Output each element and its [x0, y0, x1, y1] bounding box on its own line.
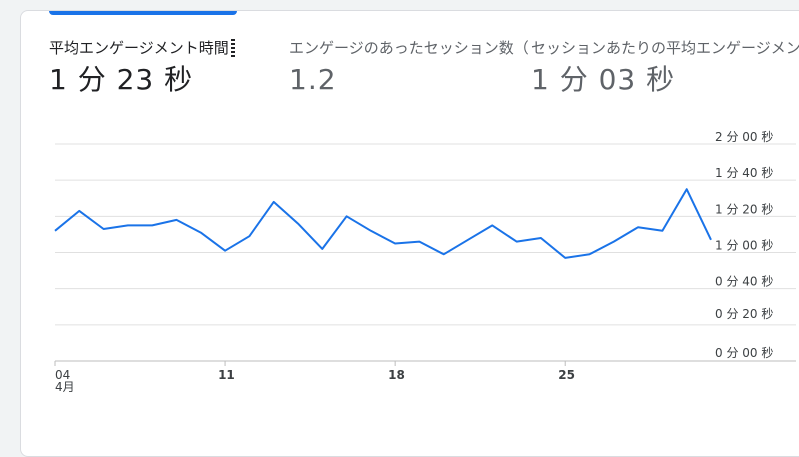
info-icon[interactable] — [230, 39, 235, 57]
y-tick-label: 0 分 20 秒 — [715, 307, 773, 321]
metric-engaged-sessions-per-user[interactable]: エンゲージのあったセッション数（1ユーザーあたり） 1.2 — [289, 39, 529, 97]
metric-label: 平均エンゲージメント時間 — [49, 39, 229, 57]
metric-avg-engagement-time[interactable]: 平均エンゲージメント時間 1 分 23 秒 — [49, 39, 235, 97]
metric-value: 1 分 03 秒 — [531, 63, 676, 96]
y-tick-label: 1 分 00 秒 — [715, 239, 773, 253]
x-tick-label: 11 — [218, 368, 235, 382]
engagement-card: 平均エンゲージメント時間 1 分 23 秒 エンゲージのあったセッション数（1ユ… — [20, 10, 799, 457]
active-tab-indicator — [49, 11, 237, 15]
metric-value: 1 分 23 秒 — [49, 63, 194, 96]
x-tick-sublabel: 4月 — [55, 380, 75, 394]
y-tick-label: 1 分 40 秒 — [715, 166, 773, 180]
metric-label: エンゲージのあったセッション数（1ユーザーあたり） — [289, 39, 529, 57]
x-tick-label: 04 — [55, 368, 70, 382]
series-line — [54, 188, 712, 259]
x-tick-label: 18 — [388, 368, 405, 382]
metric-avg-engagement-per-session[interactable]: セッションあたりの平均エンゲージメン 1 分 03 秒 — [531, 39, 799, 97]
y-tick-label: 0 分 40 秒 — [715, 275, 773, 289]
metric-label: セッションあたりの平均エンゲージメン — [531, 39, 799, 57]
y-tick-label: 2 分 00 秒 — [715, 130, 773, 144]
x-tick-label: 25 — [558, 368, 575, 382]
y-tick-label: 0 分 00 秒 — [715, 346, 773, 360]
y-tick-label: 1 分 20 秒 — [715, 202, 773, 216]
metric-value: 1.2 — [289, 63, 337, 96]
line-chart: 0 分 00 秒 0 分 20 秒 0 分 40 秒 1 分 00 秒 1 分 20 秒… — [54, 130, 796, 394]
